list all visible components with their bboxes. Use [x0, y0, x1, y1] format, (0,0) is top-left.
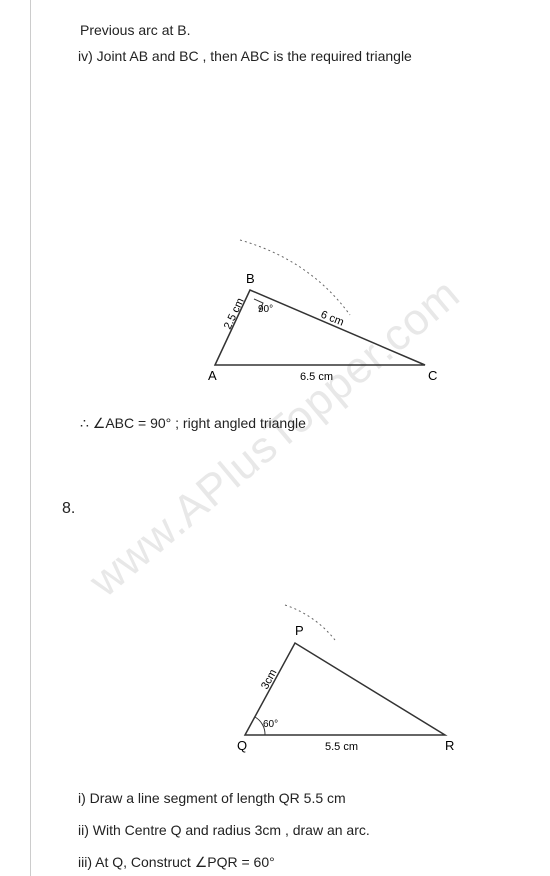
triangle-abc-shape — [215, 290, 425, 365]
label-c: C — [428, 368, 437, 383]
question-8: 8. — [62, 500, 75, 518]
page: www.APlusTopper.com Previous arc at B. i… — [0, 0, 550, 876]
label-a: A — [208, 368, 217, 383]
label-r: R — [445, 738, 454, 753]
arc-1 — [240, 240, 350, 315]
label-p: P — [295, 623, 304, 638]
label-ab: 2.5 cm — [222, 296, 247, 331]
label-q: Q — [237, 738, 247, 753]
triangle-abc: A B C 2.5 cm 6 cm 6.5 cm 90° — [180, 235, 460, 395]
line-iv: iv) Joint AB and BC , then ABC is the re… — [78, 48, 412, 64]
label-ac: 6.5 cm — [300, 371, 333, 383]
line-i: i) Draw a line segment of length QR 5.5 … — [78, 790, 346, 806]
arc-2 — [285, 605, 335, 640]
line-previous: Previous arc at B. — [80, 22, 191, 38]
label-pq: 3cm — [259, 667, 279, 691]
triangle-pqr: P Q R 3cm 5.5 cm 60° — [215, 595, 475, 755]
line-iii: iii) At Q, Construct ∠PQR = 60° — [78, 854, 275, 871]
label-angle-q: 60° — [263, 719, 278, 730]
label-angle-b: 90° — [258, 304, 273, 315]
line-ii: ii) With Centre Q and radius 3cm , draw … — [78, 822, 370, 838]
angle-note: ∴ ∠ABC = 90° ; right angled triangle — [80, 415, 306, 432]
label-qr: 5.5 cm — [325, 741, 358, 753]
label-b: B — [246, 271, 255, 286]
margin-line — [30, 0, 31, 876]
